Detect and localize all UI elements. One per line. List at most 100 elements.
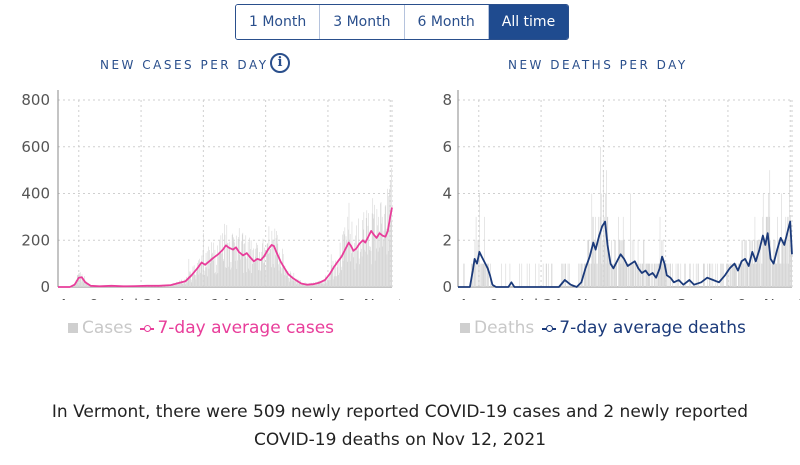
y-tick-label: 2 bbox=[442, 231, 452, 249]
cases-legend: Cases 7-day average cases bbox=[68, 318, 334, 338]
daily-bar bbox=[73, 285, 75, 287]
daily-bar bbox=[259, 252, 260, 287]
daily-bar bbox=[789, 170, 790, 287]
daily-bar bbox=[602, 263, 604, 287]
daily-bar bbox=[481, 263, 483, 287]
daily-bar bbox=[232, 233, 234, 287]
tab-3-month[interactable]: 3 Month bbox=[320, 5, 405, 39]
daily-bar bbox=[288, 277, 290, 287]
daily-bar bbox=[640, 263, 641, 287]
daily-bar bbox=[602, 240, 603, 287]
daily-bar bbox=[332, 271, 333, 287]
daily-bar bbox=[662, 240, 664, 287]
daily-bar bbox=[708, 263, 710, 287]
daily-bar bbox=[675, 263, 677, 287]
daily-bar bbox=[271, 230, 273, 287]
daily-bar bbox=[535, 263, 536, 287]
daily-bar bbox=[254, 261, 255, 287]
daily-bar bbox=[703, 263, 705, 287]
daily-bar bbox=[316, 283, 317, 287]
daily-bar bbox=[336, 276, 337, 287]
legend-deaths-line[interactable]: 7-day average deaths bbox=[534, 318, 746, 338]
daily-bar bbox=[618, 216, 619, 287]
daily-bar bbox=[87, 283, 88, 287]
y-tick-label: 6 bbox=[442, 138, 452, 156]
daily-bar bbox=[643, 240, 645, 287]
daily-bar bbox=[551, 263, 552, 287]
daily-bar bbox=[622, 240, 623, 287]
daily-bar bbox=[375, 237, 376, 287]
daily-bar bbox=[350, 261, 352, 287]
legend-cases-line[interactable]: 7-day average cases bbox=[132, 318, 334, 338]
daily-bar bbox=[347, 216, 349, 287]
daily-bar bbox=[592, 216, 593, 287]
daily-bar bbox=[368, 213, 369, 287]
legend-deaths-bars[interactable]: Deaths bbox=[460, 318, 534, 338]
tab-all-time[interactable]: All time bbox=[488, 5, 569, 39]
daily-bar bbox=[580, 263, 582, 287]
daily-bar bbox=[259, 269, 261, 287]
daily-bar bbox=[761, 263, 763, 287]
tab-1-month[interactable]: 1 Month bbox=[236, 5, 321, 39]
daily-bar bbox=[285, 269, 286, 287]
daily-bar bbox=[538, 263, 540, 287]
daily-bar bbox=[196, 271, 197, 287]
daily-bar bbox=[670, 263, 671, 287]
daily-bar bbox=[76, 282, 77, 287]
daily-bar bbox=[720, 263, 721, 287]
daily-bar bbox=[180, 282, 181, 287]
daily-bar bbox=[184, 279, 185, 287]
daily-bar bbox=[257, 270, 259, 287]
info-icon[interactable]: i bbox=[270, 53, 290, 73]
y-tick-label: 0 bbox=[442, 278, 452, 296]
daily-bar bbox=[390, 220, 392, 287]
daily-bar bbox=[384, 213, 385, 287]
daily-bar bbox=[370, 250, 372, 287]
daily-bar bbox=[282, 248, 283, 287]
daily-bar bbox=[374, 260, 376, 287]
daily-bar bbox=[340, 255, 341, 287]
daily-bar bbox=[83, 282, 85, 287]
daily-bar bbox=[509, 263, 511, 287]
daily-bar bbox=[614, 240, 615, 287]
daily-bar bbox=[251, 264, 253, 287]
daily-bar bbox=[605, 193, 606, 287]
daily-bar bbox=[783, 240, 784, 287]
tab-6-month[interactable]: 6 Month bbox=[404, 5, 489, 39]
daily-bar bbox=[219, 240, 220, 287]
daily-bar bbox=[601, 263, 603, 287]
daily-bar bbox=[365, 251, 366, 287]
daily-bar bbox=[301, 283, 303, 287]
daily-bar bbox=[238, 228, 240, 287]
x-tick-label: Jul 24 bbox=[519, 296, 562, 300]
daily-bar bbox=[216, 264, 217, 287]
daily-bar bbox=[723, 263, 724, 287]
daily-bar bbox=[231, 234, 233, 287]
daily-bar bbox=[255, 256, 257, 287]
daily-bar bbox=[203, 274, 205, 287]
daily-bar bbox=[599, 216, 601, 287]
daily-bar bbox=[322, 284, 324, 287]
daily-bar bbox=[608, 240, 609, 287]
daily-bar bbox=[367, 225, 369, 287]
daily-bar bbox=[747, 263, 749, 287]
daily-bar bbox=[236, 268, 238, 287]
daily-bar bbox=[343, 231, 344, 287]
daily-bar bbox=[79, 272, 81, 287]
daily-bar bbox=[605, 263, 607, 287]
daily-bar bbox=[773, 263, 775, 287]
daily-bar bbox=[151, 286, 153, 287]
legend-cases-bars[interactable]: Cases bbox=[68, 318, 132, 338]
daily-bar bbox=[209, 249, 210, 287]
daily-bar bbox=[326, 277, 328, 287]
daily-bar bbox=[297, 278, 299, 287]
daily-bar bbox=[664, 263, 666, 287]
daily-bar bbox=[765, 216, 767, 287]
daily-bar bbox=[482, 263, 484, 287]
daily-bar bbox=[738, 263, 740, 287]
daily-bar bbox=[217, 273, 219, 287]
daily-bar bbox=[519, 263, 520, 287]
daily-bar bbox=[485, 263, 486, 287]
daily-bar bbox=[378, 231, 380, 287]
daily-bar bbox=[754, 216, 756, 287]
